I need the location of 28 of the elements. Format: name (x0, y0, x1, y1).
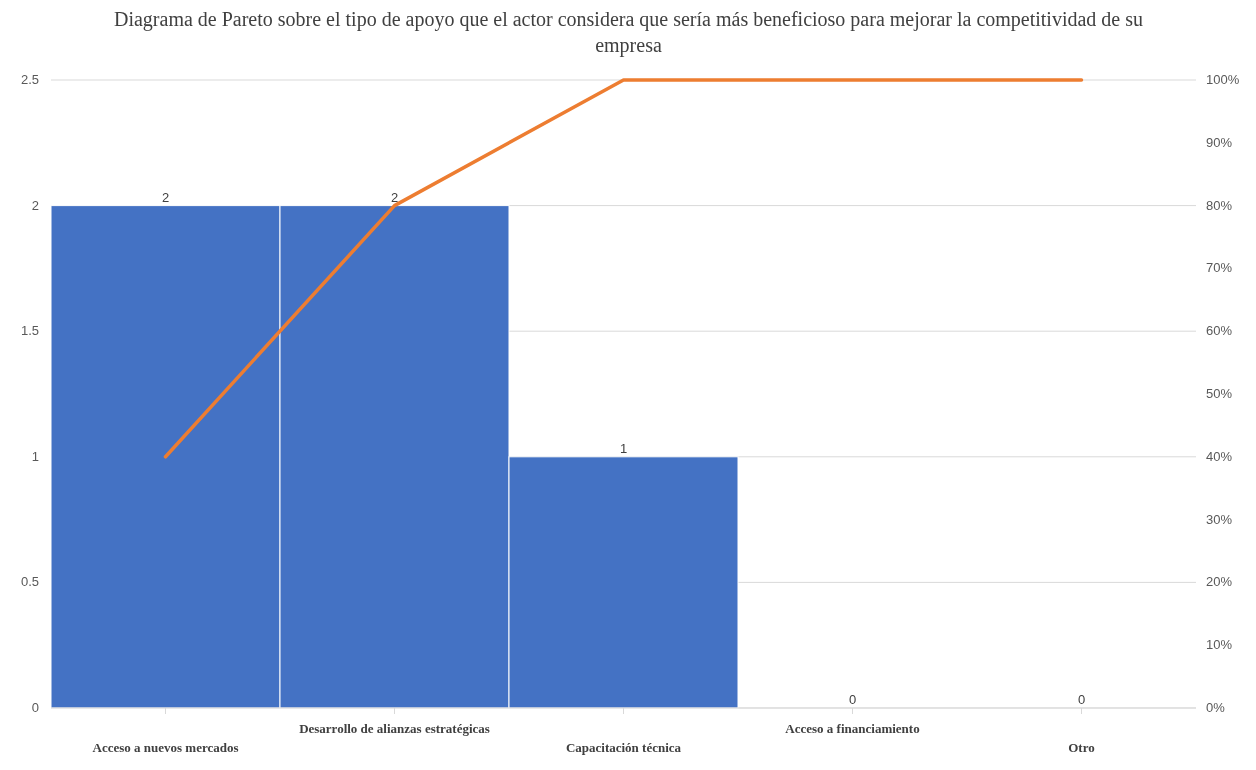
y-tick-label: 2 (31, 197, 39, 213)
y2-tick-label: 90% (1206, 134, 1233, 150)
x-tick-label: Desarrollo de alianzas estratégicas (299, 721, 490, 736)
x-tick-label: Acceso a financiamiento (785, 721, 920, 736)
data-label: 2 (390, 189, 399, 205)
y2-tick-label: 30% (1206, 511, 1233, 527)
y2-tick-label: 0% (1206, 700, 1226, 715)
data-label: 0 (1077, 692, 1086, 707)
x-tick-label: Otro (1068, 740, 1095, 755)
y2-tick-label: 10% (1206, 637, 1233, 653)
y2-tick-label: 70% (1206, 260, 1233, 276)
y-tick-label: 1 (31, 448, 39, 464)
y-tick-label: 2.5 (20, 72, 39, 87)
y-tick-label: 1.5 (20, 323, 39, 339)
x-tick-label: Capacitación técnica (565, 740, 682, 755)
chart-title: Diagrama de Pareto sobre el tipo de apoyo que el actor considera que sería más beneficioso para mejorar la competitividad de su empresa (113, 8, 1144, 57)
data-label: 0 (848, 692, 857, 707)
y-tick-label: 0 (31, 700, 39, 715)
y2-tick-label: 40% (1206, 448, 1233, 464)
y2-tick-label: 100% (1206, 72, 1240, 87)
y-tick-label: 0.5 (20, 574, 39, 590)
data-label: 2 (161, 189, 170, 205)
y2-tick-label: 50% (1206, 386, 1233, 401)
x-tick-label: Acceso a nuevos mercados (92, 740, 239, 755)
y2-tick-label: 60% (1206, 323, 1233, 339)
data-label: 1 (619, 440, 628, 456)
y2-tick-label: 20% (1206, 574, 1233, 590)
y2-tick-label: 80% (1206, 197, 1233, 213)
